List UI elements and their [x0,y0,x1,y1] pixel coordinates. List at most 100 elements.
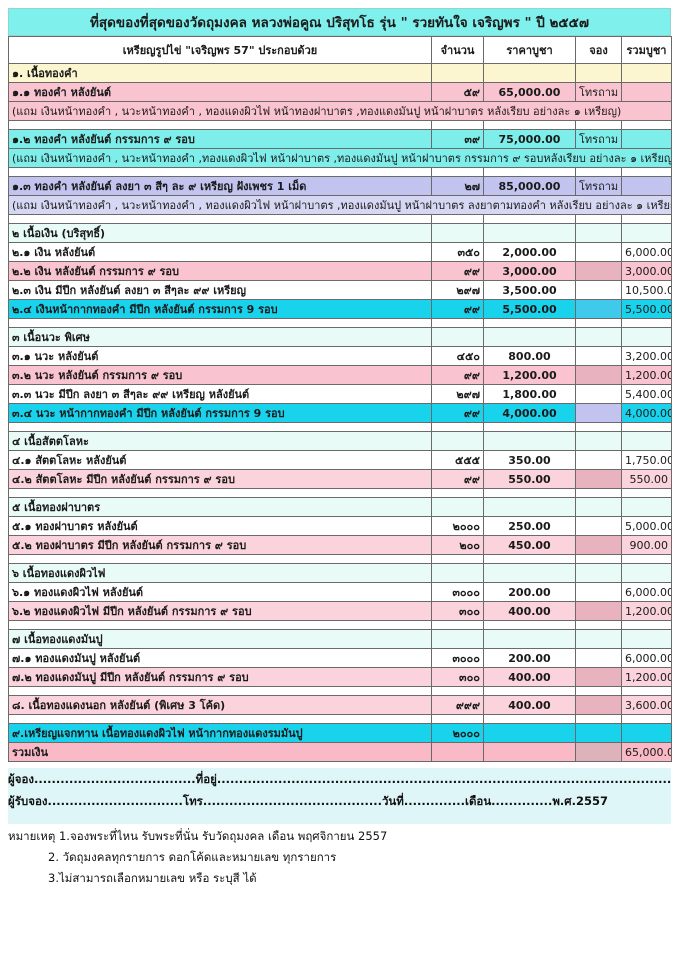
spacer-row [8,620,672,630]
spacer-book [575,318,622,328]
grand-total-price [483,742,576,762]
column-header-qty: จำนวน [431,36,484,64]
item-book [575,403,622,423]
section-cell-total [621,497,672,517]
item-name: ๔.๒ สัตตโลหะ มีปีก หลังยันต์ กรรมการ ๙ ร… [8,469,432,489]
spacer-name [8,422,432,432]
spacer-qty [431,167,484,177]
section-cell-qty [431,497,484,517]
item-name: ๗.๑ ทองแดงมันปู หลังยันต์ [8,648,432,668]
table-row: ๓.๒ นวะ หลังยันต์ กรรมการ ๙ รอบ ๙๙ 1,200… [8,365,672,385]
item-price: 4,000.00 [483,403,576,423]
item-price: 2,000.00 [483,242,576,262]
grand-total-value: 65,000.00 [621,742,672,762]
grand-total-row: รวมเงิน 65,000.00 [8,742,672,762]
spacer-total [621,620,672,630]
item-price: 400.00 [483,601,576,621]
item-qty: ๓๐๐ [431,667,484,687]
order-form-block: ผู้จอง..................................… [8,768,671,824]
spacer-row [8,120,672,130]
item-total: 5,400.00 [621,384,672,404]
spacer-row [8,214,672,224]
item-note: (แถม เงินหน้าทองคำ , นวะหน้าทองคำ ,ทองแด… [8,148,672,168]
item-total: 5,500.00 [621,299,672,319]
spacer-row [8,318,672,328]
item-total: 1,750.00 [621,450,672,470]
section-cell-qty [431,63,484,83]
spacer-qty [431,214,484,224]
section-cell-total [621,431,672,451]
item-name: ๒.๓ เงิน มีปีก หลังยันต์ ลงยา ๓ สีๆละ ๙๙… [8,280,432,300]
item-price: 200.00 [483,582,576,602]
spacer-row [8,488,672,498]
item-book [575,469,622,489]
item-name: ๓.๒ นวะ หลังยันต์ กรรมการ ๙ รอบ [8,365,432,385]
section-cell-qty [431,563,484,583]
item-total: 6,000.00 [621,582,672,602]
item-book [575,242,622,262]
section-heading-row: ๗ เนื้อทองแดงมันปู [8,629,672,649]
item-total: 6,000.00 [621,242,672,262]
item-price: 450.00 [483,535,576,555]
item-book [575,695,622,715]
item-total: 10,500.00 [621,280,672,300]
spacer-price [483,167,576,177]
table-row: ๓.๓ นวะ มีปีก ลงยา ๓ สีๆละ ๙๙ เหรียญ หลั… [8,384,672,404]
table-row-9: ๙.เหรียญแจกทาน เนื้อทองแดงผิวไฟ หน้ากากท… [8,723,672,743]
section-heading-row: ๓ เนื้อนวะ พิเศษ [8,327,672,347]
spacer-name [8,318,432,328]
spacer-qty [431,318,484,328]
table-title: เหรียญรูปไข่ "เจริญพร 57" ประกอบด้วย [8,36,432,64]
table-note-row: (แถม เงินหน้าทองคำ , นวะหน้าทองคำ ,ทองแด… [8,148,672,168]
section-cell-price [483,497,576,517]
section-cell-price [483,431,576,451]
spacer-book [575,714,622,724]
spacer-book [575,620,622,630]
item-book [575,365,622,385]
item-qty: ๒๐๐ [431,535,484,555]
item-total [621,176,672,196]
section-cell-total [621,223,672,243]
spacer-total [621,167,672,177]
section-cell-book [575,431,622,451]
item-book [575,450,622,470]
spacer-name [8,620,432,630]
item-qty: ๒๙๗ [431,384,484,404]
section-cell-price [483,223,576,243]
item-book [575,299,622,319]
spacer-qty [431,488,484,498]
item-name: ๗.๒ ทองแดงมันปู มีปีก หลังยันต์ กรรมการ … [8,667,432,687]
item-total: 6,000.00 [621,648,672,668]
item-name: ๔.๑ สัตตโลหะ หลังยันต์ [8,450,432,470]
item-qty: ๙๙ [431,261,484,281]
section-cell-book [575,223,622,243]
section-cell-price [483,629,576,649]
item-book [575,384,622,404]
item-name: ๖.๒ ทองแดงผิวไฟ มีปีก หลังยันต์ กรรมการ … [8,601,432,621]
item-qty: ๒๗ [431,176,484,196]
item-book: โทรถาม [575,82,622,102]
item-price: 5,500.00 [483,299,576,319]
section-heading-row: ๖ เนื้อทองแดงผิวไฟ [8,563,672,583]
item-name: ๖.๑ ทองแดงผิวไฟ หลังยันต์ [8,582,432,602]
spacer-qty [431,554,484,564]
spacer-price [483,714,576,724]
item-price: 65,000.00 [483,82,576,102]
item-qty: ๕๕๕ [431,450,484,470]
table-row: ๒.๓ เงิน มีปีก หลังยันต์ ลงยา ๓ สีๆละ ๙๙… [8,280,672,300]
spacer-price [483,620,576,630]
grand-total-book [575,742,622,762]
item-book [575,280,622,300]
item-qty: ๒๐๐๐ [431,723,484,743]
item-price: 1,200.00 [483,365,576,385]
item-qty: ๙๙ [431,365,484,385]
table-row: ๑.๒ ทองคำ หลังยันต์ กรรมการ ๙ รอบ ๓๙ 75,… [8,129,672,149]
column-header-total: รวมบูชา [621,36,672,64]
spacer-price [483,488,576,498]
item-qty: ๙๙ [431,403,484,423]
spacer-name [8,120,432,130]
document-banner: ที่สุดของที่สุดของวัดถุมงคล หลวงพ่อคูณ ป… [8,8,671,36]
spacer-book [575,488,622,498]
item-name: ๑.๑ ทองคำ หลังยันต์ [8,82,432,102]
